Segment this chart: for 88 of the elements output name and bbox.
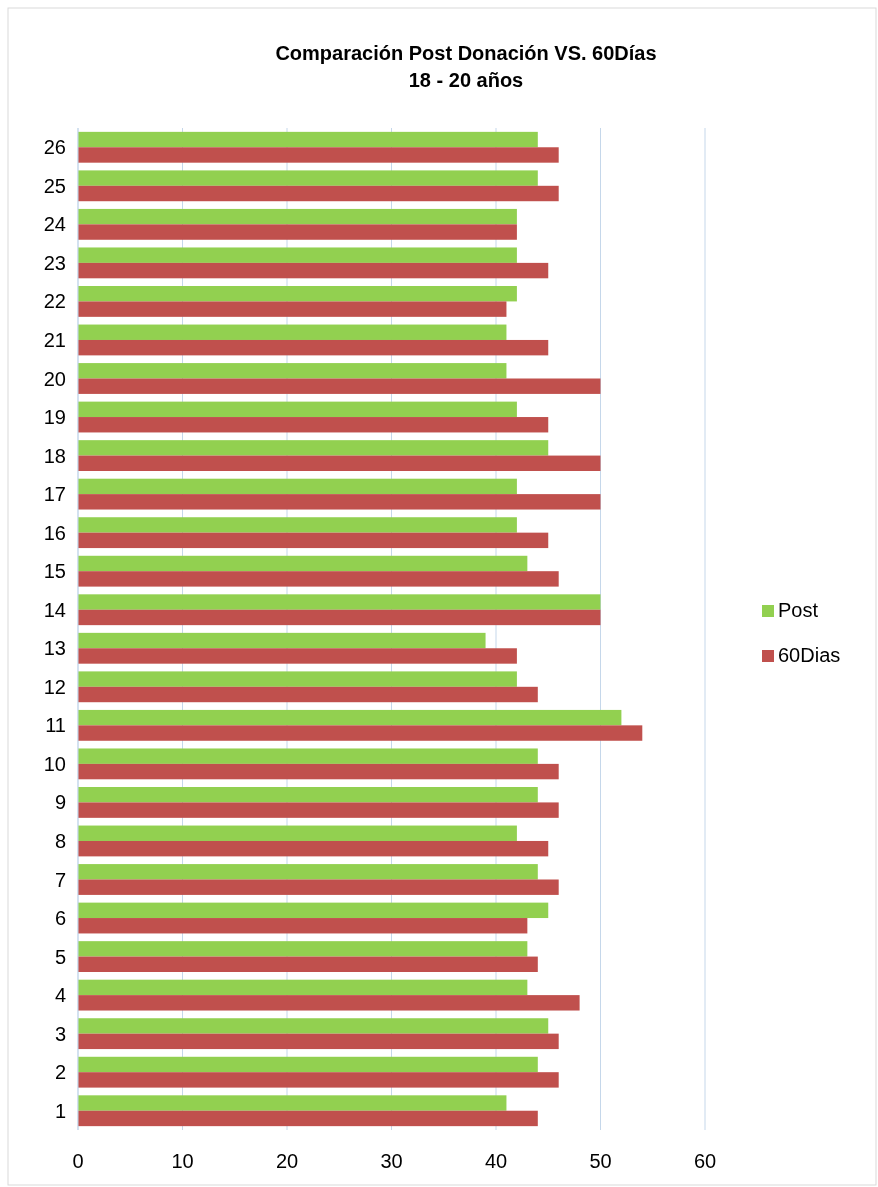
bar <box>78 748 538 764</box>
bar <box>78 902 549 919</box>
bar <box>78 455 601 471</box>
bar <box>78 224 517 240</box>
bar <box>78 725 643 741</box>
y-tick-label: 26 <box>43 136 66 159</box>
bar <box>78 131 538 148</box>
x-tick-label: 60 <box>693 1150 717 1172</box>
y-tick-label: 21 <box>43 328 66 351</box>
y-tick-label: 11 <box>45 714 66 737</box>
bar <box>78 555 528 572</box>
bar <box>78 594 601 610</box>
bar <box>78 941 528 957</box>
bar <box>78 671 517 687</box>
y-tick-label: 5 <box>54 945 66 968</box>
bar <box>78 1033 559 1050</box>
bar <box>78 879 559 895</box>
bar <box>78 185 559 202</box>
bar <box>78 979 528 996</box>
y-tick-label: 4 <box>54 984 66 1007</box>
bar <box>78 339 549 356</box>
bar <box>78 802 559 818</box>
bar <box>78 286 517 302</box>
y-tick-label: 19 <box>43 406 66 429</box>
bar <box>78 787 538 803</box>
x-tick-label: 50 <box>589 1150 612 1172</box>
y-tick-label: 12 <box>43 675 66 698</box>
y-tick-label: 20 <box>43 367 66 390</box>
legend-label: Post <box>778 599 819 621</box>
bar <box>78 170 538 186</box>
y-tick-label: 17 <box>43 483 66 506</box>
x-tick-label: 10 <box>171 1150 194 1172</box>
bar <box>78 1072 559 1088</box>
legend-label: 60Dias <box>778 644 841 666</box>
y-tick-label: 18 <box>43 444 66 467</box>
bar <box>78 840 549 857</box>
y-tick-label: 22 <box>43 290 66 313</box>
bar <box>78 1095 507 1111</box>
bar <box>78 301 507 317</box>
y-tick-label: 2 <box>54 1061 66 1084</box>
bar <box>78 417 549 433</box>
bar <box>78 1110 538 1127</box>
y-tick-label: 25 <box>43 174 66 197</box>
y-tick-label: 3 <box>54 1022 66 1045</box>
bar <box>78 995 580 1011</box>
bar <box>78 763 559 780</box>
bar <box>78 825 517 841</box>
bar <box>78 401 517 418</box>
bar <box>78 363 507 379</box>
bar <box>78 571 559 587</box>
y-tick-label: 15 <box>43 560 66 583</box>
y-tick-label: 7 <box>54 868 66 891</box>
bar <box>78 609 601 626</box>
y-tick-label: 14 <box>43 598 66 621</box>
x-tick-label: 30 <box>380 1150 403 1172</box>
y-tick-label: 8 <box>54 829 66 852</box>
bar <box>78 262 549 279</box>
bar <box>78 956 538 972</box>
bar <box>78 147 559 163</box>
bar <box>78 648 517 664</box>
y-tick-label: 13 <box>43 637 66 660</box>
bar <box>78 378 601 394</box>
y-tick-label: 1 <box>54 1099 66 1122</box>
y-tick-label: 10 <box>43 752 66 775</box>
bar <box>78 494 601 510</box>
bar <box>78 440 549 456</box>
bar <box>78 864 538 880</box>
bar <box>78 709 622 726</box>
y-tick-label: 23 <box>43 251 66 274</box>
bar <box>78 478 517 495</box>
chart-title: Comparación Post Donación VS. 60Días 18 - 20 años <box>275 42 657 91</box>
bar <box>78 208 517 225</box>
y-tick-label: 9 <box>54 791 66 814</box>
y-tick-label: 6 <box>54 907 66 930</box>
bar <box>78 1056 538 1073</box>
bar <box>78 1018 549 1034</box>
x-tick-label: 0 <box>72 1150 84 1172</box>
y-tick-label: 16 <box>43 521 66 544</box>
bar <box>78 918 528 934</box>
y-tick-label: 24 <box>43 213 66 236</box>
bar <box>78 324 507 340</box>
bar <box>78 532 549 549</box>
bar <box>78 517 517 533</box>
bar <box>78 686 538 703</box>
x-tick-label: 40 <box>484 1150 508 1172</box>
bar <box>78 247 517 263</box>
bar <box>78 632 486 649</box>
x-tick-label: 20 <box>275 1150 299 1172</box>
